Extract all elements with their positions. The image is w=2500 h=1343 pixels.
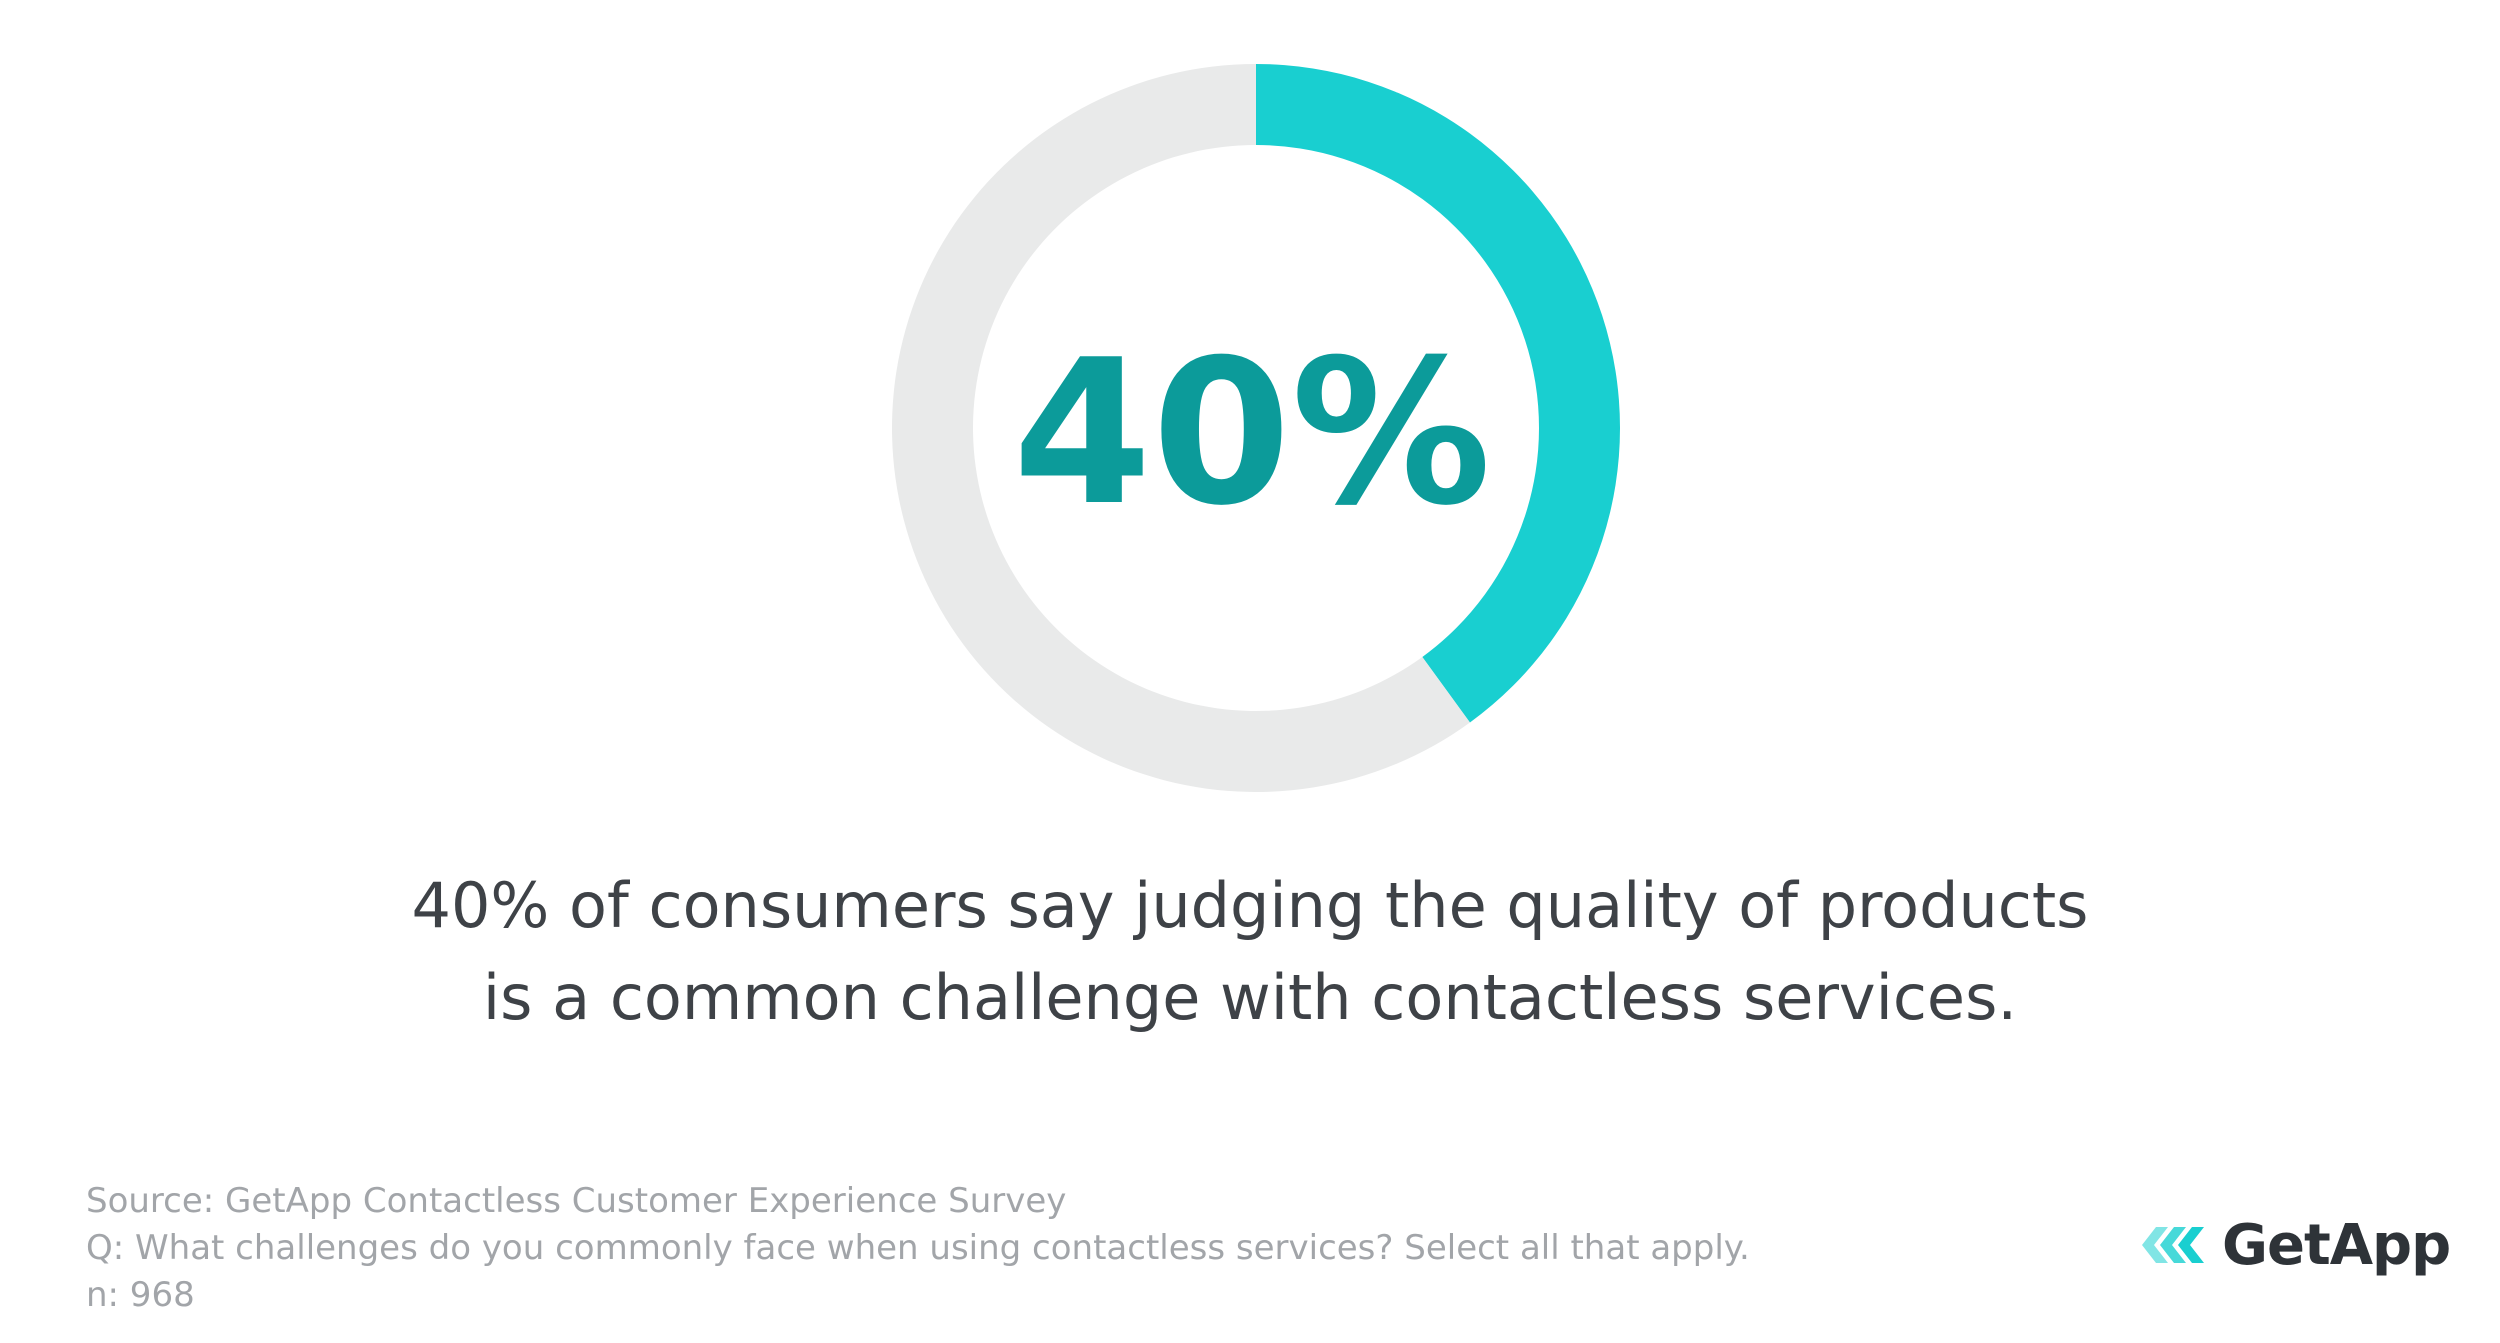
headline: 40% of consumers say judging the quality… bbox=[0, 860, 2500, 1044]
footnote-source: Source: GetApp Contactless Customer Expe… bbox=[86, 1181, 1067, 1221]
headline-line-2: is a common challenge with contactless s… bbox=[482, 961, 2018, 1034]
getapp-logo: GetApp bbox=[2142, 1210, 2451, 1280]
getapp-logo-text: GetApp bbox=[2222, 1212, 2451, 1278]
donut-chart: 40% bbox=[892, 64, 1620, 793]
footnote-question: Q: What challenges do you commonly face … bbox=[86, 1228, 1750, 1268]
donut-center-value: 40% bbox=[1013, 317, 1492, 550]
footnote: Source: GetApp Contactless Customer Expe… bbox=[86, 1178, 1750, 1319]
donut-slice-remainder bbox=[892, 64, 1470, 793]
headline-line-1: 40% of consumers say judging the quality… bbox=[411, 869, 2089, 942]
footnote-sample: n: 968 bbox=[86, 1275, 195, 1315]
getapp-chevrons-icon bbox=[2142, 1227, 2204, 1263]
donut-slice-highlight bbox=[1256, 64, 1620, 723]
donut-slices bbox=[892, 64, 1620, 793]
